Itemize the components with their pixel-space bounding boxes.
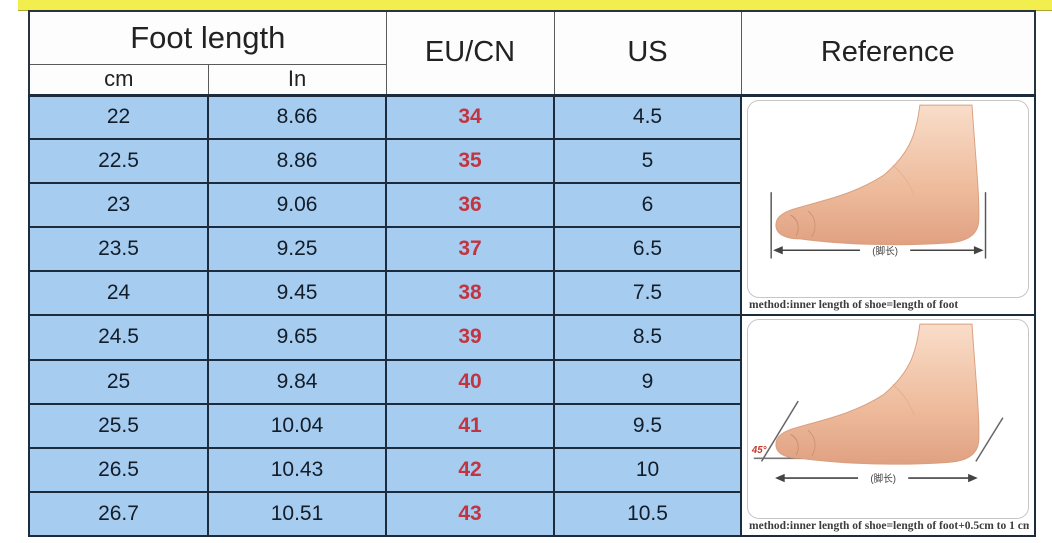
cell-cm: 22 — [28, 93, 209, 141]
cell-cm: 26.7 — [28, 490, 209, 538]
cell-eu-cn: 37 — [385, 226, 556, 273]
angle-45-label: 45° — [751, 445, 767, 456]
cell-in: 10.04 — [206, 402, 388, 449]
cell-cm: 25.5 — [28, 402, 209, 449]
cell-us: 6.5 — [553, 226, 743, 273]
foot-shape — [775, 324, 980, 466]
cell-in: 9.84 — [206, 358, 388, 405]
foot-length-label: (脚长) — [870, 472, 896, 485]
cell-eu-cn: 39 — [385, 314, 556, 361]
cell-eu-cn: 40 — [385, 358, 556, 405]
cell-us: 9 — [553, 358, 743, 405]
foot-length-label: (脚长) — [872, 244, 898, 257]
cell-eu-cn: 34 — [385, 93, 556, 141]
foot-side-view-figure: (脚长) — [770, 104, 987, 259]
cell-cm: 22.5 — [28, 138, 209, 185]
table-row: 26.7 10.51 43 10.5 — [28, 490, 1035, 538]
cell-us: 9.5 — [553, 402, 743, 449]
toe-angle-line — [760, 401, 799, 463]
table-row: 22.5 8.86 35 5 — [28, 138, 1035, 185]
cell-eu-cn: 35 — [385, 138, 556, 185]
foot-measure-figure-frame: (脚长) — [747, 99, 1030, 299]
shoe-size-table: Foot length EU/CN US Reference cm In 22 … — [28, 10, 1037, 538]
cell-in: 10.51 — [206, 490, 388, 538]
cell-cm: 25 — [28, 358, 209, 405]
cell-in: 9.45 — [206, 270, 388, 317]
header-foot-length: Foot length — [28, 10, 387, 65]
cell-eu-cn: 36 — [385, 182, 556, 229]
cell-in: 8.66 — [206, 93, 388, 141]
header-eu-cn: EU/CN — [385, 10, 555, 96]
figure-caption: method:inner length of shoe=length of fo… — [749, 520, 1030, 532]
cell-eu-cn: 43 — [385, 490, 556, 538]
table-row: 25 9.84 40 9 — [28, 358, 1035, 405]
cell-eu-cn: 42 — [385, 446, 556, 493]
cell-in: 9.65 — [206, 314, 388, 361]
cell-us: 7.5 — [553, 270, 743, 317]
table-row: 24.5 9.65 39 8.5 — [28, 314, 1037, 537]
header-reference: Reference — [740, 10, 1036, 96]
cell-cm: 24.5 — [28, 314, 209, 361]
figure-caption: method:inner length of shoe=length of fo… — [749, 299, 959, 312]
header-cm: cm — [28, 63, 209, 96]
cell-us: 6 — [553, 182, 743, 229]
reference-figure-1-cell: (脚长) method:inner length of shoe=length … — [740, 93, 1037, 317]
table-row: 26.5 10.43 42 10 — [28, 446, 1035, 493]
cell-in: 9.25 — [206, 226, 388, 273]
table-row: 25.5 10.04 41 9.5 — [28, 402, 1035, 449]
foot-shape — [775, 104, 980, 245]
cell-cm: 26.5 — [28, 446, 209, 493]
header-in: In — [207, 63, 387, 96]
cell-us: 5 — [553, 138, 743, 185]
table-row: 23.5 9.25 37 6.5 — [28, 226, 1035, 273]
cell-us: 10.5 — [553, 490, 743, 538]
cell-eu-cn: 41 — [385, 402, 556, 449]
table-row: 23 9.06 36 6 — [28, 182, 1035, 229]
foot-measure-figure-frame: 45° (脚长) — [747, 319, 1030, 519]
cell-cm: 23.5 — [28, 226, 209, 273]
header-us: US — [553, 10, 742, 96]
table-row: 24 9.45 38 7.5 — [28, 270, 1035, 317]
size-table-container: Foot length EU/CN US Reference cm In 22 … — [28, 10, 1037, 538]
foot-45deg-measure-figure: 45° (脚长) — [751, 324, 1004, 486]
cell-cm: 24 — [28, 270, 209, 317]
cell-in: 8.86 — [206, 138, 388, 185]
cell-us: 4.5 — [553, 93, 743, 141]
cell-us: 10 — [553, 446, 743, 493]
cell-us: 8.5 — [553, 314, 743, 361]
cell-eu-cn: 38 — [385, 270, 556, 317]
cell-in: 10.43 — [206, 446, 388, 493]
heel-angle-line — [975, 417, 1004, 463]
cell-in: 9.06 — [206, 182, 388, 229]
cell-cm: 23 — [28, 182, 209, 229]
reference-figure-2-cell: 45° (脚长) method:inner length of shoe=l — [740, 314, 1037, 537]
table-row: 22 8.66 34 4.5 — [28, 93, 1037, 317]
